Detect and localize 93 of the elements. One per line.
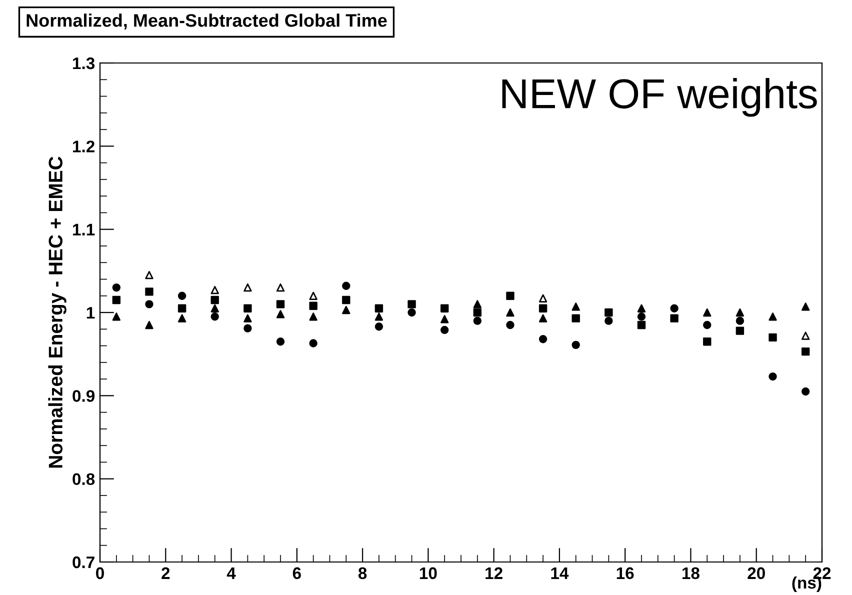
point xyxy=(768,372,777,381)
y-tick-label: 0.7 xyxy=(72,556,94,568)
annotation: NEW OF weights xyxy=(502,78,817,117)
point xyxy=(473,316,482,325)
point xyxy=(342,296,350,304)
point xyxy=(473,308,482,317)
point xyxy=(244,304,252,312)
point xyxy=(178,314,186,322)
point xyxy=(440,315,449,324)
point xyxy=(276,338,285,346)
point xyxy=(538,335,548,344)
y-tick-label: 0.8 xyxy=(72,473,95,486)
point xyxy=(276,310,285,318)
point xyxy=(768,333,777,342)
x-tick-label: 4 xyxy=(226,567,236,579)
point xyxy=(374,322,384,331)
point xyxy=(703,320,712,330)
point xyxy=(112,296,121,304)
point xyxy=(572,302,580,311)
point xyxy=(736,308,744,317)
point xyxy=(210,304,219,312)
point xyxy=(374,304,384,312)
chart-title: Normalized, Mean-Subtracted Global Time xyxy=(26,14,387,30)
point xyxy=(538,314,548,322)
point xyxy=(703,338,712,346)
point xyxy=(210,286,219,294)
point xyxy=(506,320,514,330)
point xyxy=(572,314,580,322)
y-tick-label: 1.2 xyxy=(73,140,94,152)
point xyxy=(506,292,514,300)
point xyxy=(637,312,646,321)
y-tick-label: 1.1 xyxy=(73,224,95,236)
point xyxy=(342,306,350,314)
point xyxy=(276,300,285,308)
point xyxy=(244,314,252,322)
y-tick-label: 1 xyxy=(86,307,95,319)
point xyxy=(244,324,252,332)
point xyxy=(572,340,580,350)
x-tick-label: 2 xyxy=(162,567,170,579)
x-tick-label: 20 xyxy=(748,567,765,580)
point xyxy=(538,304,548,312)
point xyxy=(736,316,744,325)
point xyxy=(145,320,154,330)
point xyxy=(506,308,514,317)
point xyxy=(112,312,121,321)
point xyxy=(637,304,646,312)
y-axis-title: Normalized Energy - HEC + EMEC xyxy=(48,156,66,468)
point xyxy=(309,292,318,300)
point xyxy=(440,326,449,334)
point xyxy=(604,308,613,317)
x-axis-title: (ns) xyxy=(792,576,822,592)
point xyxy=(768,312,777,321)
point xyxy=(178,292,186,300)
point xyxy=(374,312,384,321)
point xyxy=(112,283,121,292)
point xyxy=(473,300,482,308)
point xyxy=(342,282,350,290)
point xyxy=(801,347,810,356)
point xyxy=(670,304,678,312)
point xyxy=(145,270,154,280)
point xyxy=(736,326,744,335)
point xyxy=(801,387,810,396)
point xyxy=(145,300,154,308)
x-tick-label: 8 xyxy=(358,567,367,580)
point xyxy=(276,283,285,292)
x-tick-label: 14 xyxy=(551,567,569,579)
point xyxy=(309,302,318,310)
point xyxy=(801,332,810,340)
x-tick-label: 12 xyxy=(486,567,502,579)
x-tick-label: 22 xyxy=(813,567,831,579)
point xyxy=(703,308,712,317)
point xyxy=(538,294,548,302)
x-tick-label: 10 xyxy=(420,567,437,580)
point xyxy=(309,339,318,348)
point xyxy=(408,308,416,317)
point xyxy=(145,288,154,296)
point xyxy=(210,312,219,321)
x-tick-label: 18 xyxy=(682,567,700,580)
x-tick-label: 0 xyxy=(96,567,104,580)
point xyxy=(210,296,219,304)
point xyxy=(440,304,449,312)
point xyxy=(309,312,318,321)
x-tick-label: 6 xyxy=(292,567,301,580)
y-tick-label: 0.9 xyxy=(72,390,95,402)
point xyxy=(604,316,613,325)
point xyxy=(801,302,810,311)
point xyxy=(178,304,186,312)
point xyxy=(408,300,416,308)
point xyxy=(637,320,646,330)
point xyxy=(244,283,252,292)
point xyxy=(670,314,678,322)
x-tick-label: 16 xyxy=(616,567,634,580)
y-tick-label: 1.3 xyxy=(73,57,95,70)
